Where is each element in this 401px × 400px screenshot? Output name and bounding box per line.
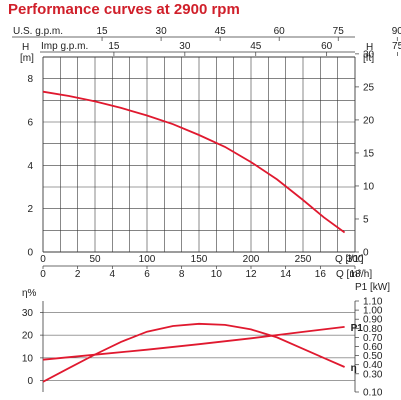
- q-m3h-label: Q [m³/h]: [336, 269, 372, 280]
- imp-gpm-tick-label: 30: [179, 41, 191, 52]
- q-m3h-tick-label: 0: [40, 269, 46, 280]
- q-m3h-tick-label: 14: [280, 269, 292, 280]
- h-m-tick-label: 2: [27, 204, 33, 215]
- h-m-tick-label: 6: [27, 118, 33, 129]
- p1-tick-label: 0.50: [363, 351, 383, 362]
- imp-gpm-tick-label: 45: [250, 41, 262, 52]
- page-title: Performance curves at 2900 rpm: [8, 1, 240, 18]
- q-lmin-tick-label: 300: [347, 254, 364, 265]
- q-lmin-tick-label: 150: [191, 254, 208, 265]
- us-gpm-tick-label: 90: [392, 26, 401, 37]
- p1-label: P1 [kW]: [355, 282, 390, 293]
- p1-tick-label: 0.10: [363, 388, 383, 399]
- h-m-tick-label: 8: [27, 74, 33, 85]
- eta-tick-label: 20: [22, 331, 34, 342]
- p1-tick-label: 0.80: [363, 324, 383, 335]
- q-lmin-label: Q [l/1']: [335, 254, 364, 265]
- p1-tick-label: 0.90: [363, 315, 383, 326]
- us-gpm-tick-label: 45: [215, 26, 227, 37]
- h-m-unit: [m]: [20, 53, 34, 64]
- us-gpm-label: U.S. g.p.m.: [13, 26, 63, 37]
- p1-series-label: P1: [351, 323, 364, 334]
- q-m3h-tick-label: 8: [179, 269, 185, 280]
- efficiency-series-label: η: [351, 363, 357, 374]
- q-m3h-tick-label: 10: [211, 269, 223, 280]
- p1-tick-label: 0.60: [363, 342, 383, 353]
- imp-gpm-tick-label: 60: [321, 41, 333, 52]
- q-m3h-tick-label: 16: [315, 269, 327, 280]
- q-lmin-tick-label: 200: [243, 254, 260, 265]
- q-m3h-tick-label: 4: [110, 269, 116, 280]
- h-m-label: H: [22, 42, 29, 53]
- h-ft-tick-label: 20: [363, 115, 375, 126]
- q-m3h-tick-label: 2: [75, 269, 81, 280]
- h-ft-tick-label: 15: [363, 148, 375, 159]
- h-ft-tick-label: 5: [363, 214, 369, 225]
- h-m-tick-label: 4: [27, 161, 33, 172]
- eta-tick-label: 0: [27, 376, 33, 387]
- h-ft-tick-label: 10: [363, 181, 375, 192]
- q-lmin-tick-label: 100: [139, 254, 156, 265]
- h-m-tick-label: 0: [27, 248, 33, 259]
- us-gpm-tick-label: 30: [156, 26, 168, 37]
- p1-tick-label: 0.30: [363, 369, 383, 380]
- p1-tick-label: 1.00: [363, 306, 383, 317]
- q-lmin-tick-label: 250: [295, 254, 312, 265]
- eta-label: η%: [22, 288, 37, 299]
- q-m3h-tick-label: 12: [245, 269, 257, 280]
- head-curve: [42, 90, 346, 234]
- imp-gpm-label: Imp g.p.m.: [41, 41, 88, 52]
- h-ft-tick-label: 0: [363, 248, 369, 259]
- h-ft-label: H: [366, 42, 373, 53]
- p1-tick-label: 1.10: [363, 297, 383, 308]
- us-gpm-tick-label: 75: [333, 26, 345, 37]
- p1-tick-label: 0.70: [363, 333, 383, 344]
- h-ft-unit: [ft]: [363, 53, 374, 64]
- eta-tick-label: 10: [22, 353, 34, 364]
- us-gpm-tick-label: 60: [274, 26, 286, 37]
- q-m3h-tick-label: 6: [144, 269, 150, 280]
- p1-curve: [42, 326, 345, 361]
- q-lmin-tick-label: 50: [89, 254, 101, 265]
- eta-tick-label: 30: [22, 308, 34, 319]
- p1-tick-label: 0.40: [363, 360, 383, 371]
- imp-gpm-tick-label: 75: [392, 41, 401, 52]
- q-lmin-tick-label: 0: [40, 254, 46, 265]
- q-m3h-tick-label: 18: [349, 269, 361, 280]
- imp-gpm-tick-label: 15: [108, 41, 120, 52]
- h-ft-tick-label: 30: [363, 49, 375, 60]
- h-ft-tick-label: 25: [363, 82, 375, 93]
- us-gpm-tick-label: 15: [96, 26, 108, 37]
